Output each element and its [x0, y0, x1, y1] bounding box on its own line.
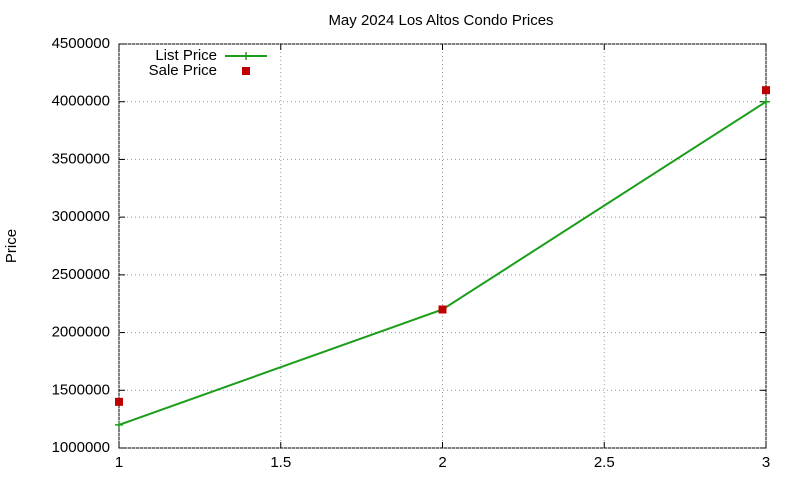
point — [762, 86, 770, 95]
y-tick-label: 2000000 — [52, 324, 110, 341]
x-tick-label: 1 — [115, 454, 123, 471]
y-axis-label: Price — [3, 229, 20, 263]
y-tick-label: 2500000 — [52, 266, 110, 283]
y-tick-label: 4500000 — [52, 35, 110, 52]
y-tick-label: 4000000 — [52, 93, 110, 110]
legend-marker — [242, 67, 250, 75]
point — [438, 305, 447, 314]
x-tick-label: 3 — [762, 454, 770, 471]
legend-marker — [242, 52, 250, 60]
legend-label: Sale Price — [149, 62, 217, 79]
chart-title: May 2024 Los Altos Condo Prices — [328, 12, 553, 29]
x-tick-label: 2.5 — [594, 454, 615, 471]
y-tick-label: 1500000 — [52, 381, 110, 398]
x-tick-label: 1.5 — [270, 454, 291, 471]
y-tick-label: 3500000 — [52, 150, 110, 167]
y-tick-label: 1000000 — [52, 439, 110, 456]
point — [762, 97, 770, 106]
y-tick-label: 3000000 — [52, 208, 110, 225]
point — [115, 397, 123, 406]
legend-label: List Price — [155, 47, 217, 64]
x-tick-label: 2 — [438, 454, 446, 471]
point — [115, 420, 123, 429]
